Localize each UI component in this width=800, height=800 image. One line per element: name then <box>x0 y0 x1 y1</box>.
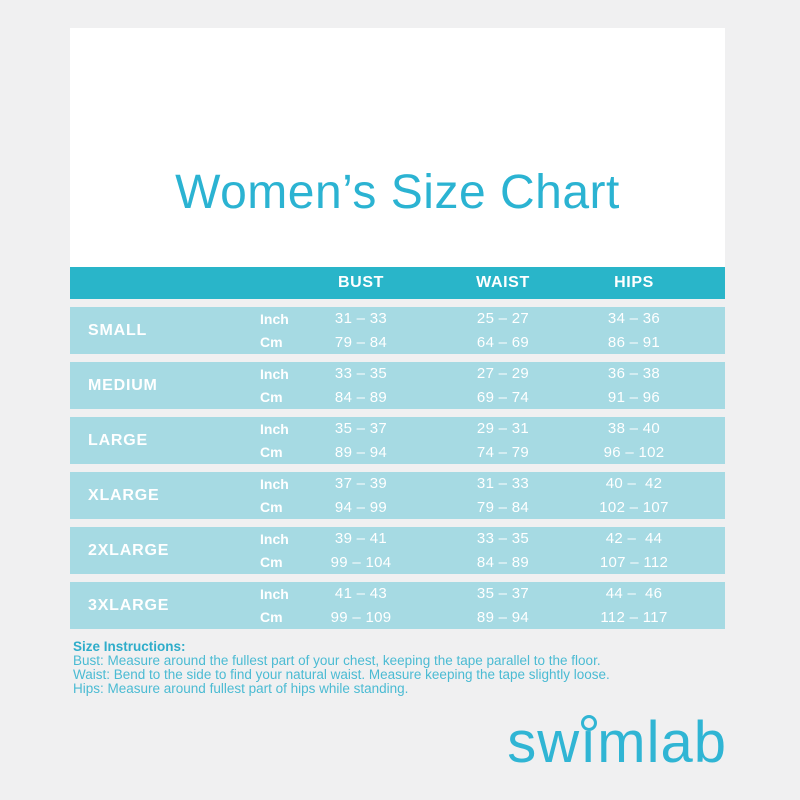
hips-cm-value: 102 – 107 <box>599 498 669 516</box>
bust-cm-value: 99 – 109 <box>330 608 392 626</box>
size-label: 2XLARGE <box>88 541 170 559</box>
size-label: SMALL <box>88 321 148 339</box>
unit-label-cm: Cm <box>260 334 283 351</box>
bust-cm-value: 79 – 84 <box>334 333 388 351</box>
size-label: 3XLARGE <box>88 596 170 614</box>
waist-inch-value: 25 – 27 <box>476 310 530 328</box>
instruction-line-waist: Waist: Bend to the side to find your nat… <box>73 667 610 682</box>
brand-logo: swı mlab <box>507 714 727 772</box>
waist-cm-value: 74 – 79 <box>476 443 530 461</box>
hips-inch-value: 42 – 44 <box>605 530 663 548</box>
bust-inch-value: 31 – 33 <box>334 310 388 328</box>
bust-cm-value: 84 – 89 <box>334 388 388 406</box>
unit-label-inch: Inch <box>260 420 289 437</box>
hips-cm-value: 112 – 117 <box>600 608 668 626</box>
waist-inch-value: 33 – 35 <box>476 530 530 548</box>
column-header-hips: HIPS <box>614 274 654 291</box>
waist-inch-value: 29 – 31 <box>476 420 530 438</box>
column-header-waist: WAIST <box>476 274 530 291</box>
unit-label-inch: Inch <box>260 365 289 382</box>
logo-i-ring-icon <box>580 715 597 731</box>
logo-letter-i: ı <box>580 714 597 772</box>
table-row-large: LARGE Inch 35 – 37 29 – 31 38 – 40 Cm 89… <box>70 417 725 464</box>
hips-cm-value: 96 – 102 <box>603 443 665 461</box>
bust-inch-value: 35 – 37 <box>334 420 388 438</box>
table-row-3xlarge: 3XLARGE Inch 41 – 43 35 – 37 44 – 46 Cm … <box>70 582 725 629</box>
hips-inch-value: 40 – 42 <box>605 475 663 493</box>
bust-inch-value: 33 – 35 <box>334 365 388 383</box>
bust-cm-value: 89 – 94 <box>334 443 388 461</box>
size-label: XLARGE <box>88 486 160 504</box>
unit-label-cm: Cm <box>260 389 283 406</box>
logo-text-sw: sw <box>507 710 581 775</box>
waist-inch-value: 27 – 29 <box>476 365 530 383</box>
title-card: Women’s Size Chart <box>70 28 725 267</box>
waist-cm-value: 84 – 89 <box>476 553 530 571</box>
size-instructions: Size Instructions: Bust: Measure around … <box>73 640 673 696</box>
size-label: LARGE <box>88 431 148 449</box>
waist-cm-value: 69 – 74 <box>476 388 530 406</box>
unit-label-inch: Inch <box>260 475 289 492</box>
table-row-xlarge: XLARGE Inch 37 – 39 31 – 33 40 – 42 Cm 9… <box>70 472 725 519</box>
instructions-heading: Size Instructions: <box>73 639 186 654</box>
hips-inch-value: 34 – 36 <box>607 310 661 328</box>
waist-inch-value: 35 – 37 <box>476 585 530 603</box>
page-title: Women’s Size Chart <box>175 166 620 219</box>
hips-inch-value: 44 – 46 <box>605 585 663 603</box>
unit-label-cm: Cm <box>260 554 283 571</box>
unit-label-inch: Inch <box>260 310 289 327</box>
waist-cm-value: 89 – 94 <box>476 608 530 626</box>
bust-inch-value: 39 – 41 <box>334 530 388 548</box>
hips-cm-value: 91 – 96 <box>607 388 661 406</box>
unit-label-cm: Cm <box>260 499 283 516</box>
hips-cm-value: 86 – 91 <box>607 333 661 351</box>
table-row-2xlarge: 2XLARGE Inch 39 – 41 33 – 35 42 – 44 Cm … <box>70 527 725 574</box>
unit-label-cm: Cm <box>260 444 283 461</box>
size-label: MEDIUM <box>88 376 158 394</box>
table-header-row: BUST WAIST HIPS <box>70 267 725 299</box>
size-table: BUST WAIST HIPS SMALL Inch 31 – 33 25 – … <box>70 267 725 637</box>
hips-inch-value: 36 – 38 <box>607 365 661 383</box>
waist-inch-value: 31 – 33 <box>476 475 530 493</box>
waist-cm-value: 79 – 84 <box>476 498 530 516</box>
logo-text-mlab: mlab <box>597 710 727 775</box>
bust-cm-value: 99 – 104 <box>330 553 392 571</box>
hips-cm-value: 107 – 112 <box>599 553 669 571</box>
unit-label-inch: Inch <box>260 585 289 602</box>
bust-inch-value: 41 – 43 <box>334 585 388 603</box>
bust-inch-value: 37 – 39 <box>334 475 388 493</box>
hips-inch-value: 38 – 40 <box>607 420 661 438</box>
bust-cm-value: 94 – 99 <box>334 498 388 516</box>
unit-label-inch: Inch <box>260 530 289 547</box>
table-row-small: SMALL Inch 31 – 33 25 – 27 34 – 36 Cm 79… <box>70 307 725 354</box>
column-header-bust: BUST <box>338 274 384 291</box>
instruction-line-bust: Bust: Measure around the fullest part of… <box>73 653 601 668</box>
table-row-medium: MEDIUM Inch 33 – 35 27 – 29 36 – 38 Cm 8… <box>70 362 725 409</box>
waist-cm-value: 64 – 69 <box>476 333 530 351</box>
instruction-line-hips: Hips: Measure around fullest part of hip… <box>73 681 409 696</box>
unit-label-cm: Cm <box>260 609 283 626</box>
